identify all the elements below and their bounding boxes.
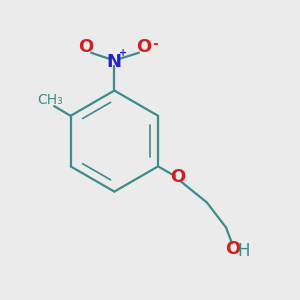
Text: O: O [225, 240, 240, 258]
Text: O: O [170, 169, 185, 187]
Text: -: - [152, 37, 158, 51]
Text: O: O [79, 38, 94, 56]
Text: O: O [136, 38, 152, 56]
Text: +: + [118, 48, 127, 59]
Text: H: H [237, 242, 250, 260]
Text: CH₃: CH₃ [37, 93, 63, 107]
Text: N: N [107, 53, 122, 71]
